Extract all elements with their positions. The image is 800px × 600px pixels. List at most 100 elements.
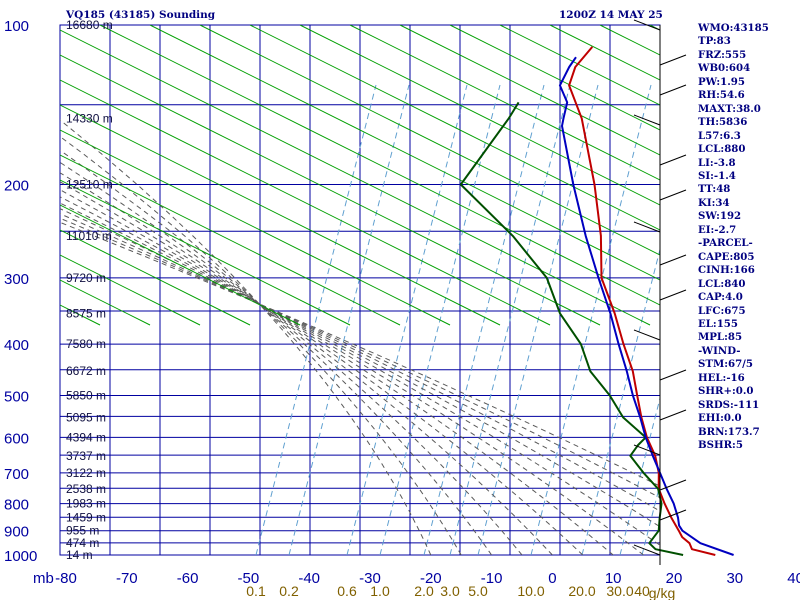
sounding-time: 1200Z 14 MAY 25 (559, 9, 663, 21)
wind-barb (659, 254, 687, 266)
dry-adiabat (60, 29, 651, 326)
height-label: 1459 m (66, 511, 106, 525)
height-label: 14330 m (66, 111, 113, 125)
index-item: EHI:0.0 (698, 412, 742, 425)
index-item: -PARCEL- (698, 237, 753, 250)
mixing-ratio-unit-label: g/kg (649, 585, 675, 600)
height-label: 1983 m (66, 497, 106, 511)
sounding-profiles (459, 46, 734, 556)
moist-adiabat (60, 149, 493, 555)
mixing-ratio-line (477, 84, 599, 555)
dry-adiabat (60, 229, 251, 326)
moist-adiabat (60, 221, 660, 487)
height-label: 12510 m (66, 178, 113, 192)
temperature-tick-label: -20 (420, 570, 442, 587)
dry-adiabat (349, 25, 660, 181)
mixing-ratio-tick-label: 1.0 (370, 583, 390, 599)
height-label: 3737 m (66, 449, 106, 463)
wind-barb (659, 154, 687, 166)
indices-panel: WMO:43185 TP:83 FRZ:555 WB0:604 PW:1.95 RH:54… (698, 22, 800, 453)
height-label: 14 m (66, 548, 93, 562)
height-label: 474 m (66, 536, 99, 550)
temperature-tick-label: 10 (605, 570, 622, 587)
height-label: 5850 m (66, 388, 106, 402)
wind-barb (659, 189, 687, 201)
mixing-ratio-line (449, 84, 571, 555)
wind-barb (659, 369, 687, 381)
pressure-tick-label: 1000 (4, 548, 37, 565)
wind-barb (659, 84, 687, 96)
index-item: HEL:-16 (698, 371, 745, 384)
dry-adiabat (149, 25, 660, 281)
temperature-tick-label: -70 (116, 570, 138, 587)
index-item: -WIND- (698, 344, 741, 357)
moist-adiabat (60, 119, 432, 555)
height-label: 4394 m (66, 430, 106, 444)
pressure-tick-label: 800 (4, 497, 29, 514)
height-label: 9720 m (66, 271, 106, 285)
mixing-ratio-line (288, 84, 410, 555)
dry-adiabat (60, 79, 551, 326)
mixing-ratio-tick-label: 20.0 (568, 583, 595, 599)
temperature-tick-label: 20 (666, 570, 683, 587)
index-item: EL:155 (698, 317, 738, 330)
pressure-tick-label: 100 (4, 18, 29, 35)
index-item: CAP:4.0 (698, 291, 743, 304)
moist-adiabat (60, 189, 614, 555)
wind-barb (659, 54, 687, 66)
dry-adiabat (499, 25, 660, 106)
dewpoint-profile (459, 101, 684, 556)
index-item: MPL:85 (698, 331, 743, 344)
index-item: SHR+:0.0 (698, 385, 754, 398)
wind-barb (633, 444, 661, 456)
moist-adiabats (60, 119, 660, 555)
height-label: 3122 m (66, 466, 106, 480)
height-label: 11010 m (66, 229, 112, 243)
chart-grid (59, 24, 661, 556)
height-label: 2538 m (66, 482, 106, 496)
mixing-ratio-tick-label: 10.0 (517, 583, 544, 599)
station-title: VQ185 (43185) Sounding (66, 9, 216, 21)
moist-adiabat (60, 161, 523, 555)
index-item: EI:-2.7 (698, 223, 737, 236)
temperature-tick-label: 40 (787, 570, 800, 587)
mixing-ratio-tick-label: 2.0 (414, 583, 434, 599)
height-label: 955 m (66, 524, 99, 538)
index-item: WMO:43185 (698, 22, 769, 34)
index-item: MAXT:38.0 (698, 102, 761, 115)
dry-adiabat (60, 129, 451, 326)
index-item: KI:34 (698, 196, 730, 209)
dry-adiabat (199, 25, 660, 256)
pressure-tick-label: 400 (4, 337, 29, 354)
temperature-tick-label: 0 (548, 570, 556, 587)
index-item: FRZ:555 (698, 48, 747, 61)
mixing-ratio-tick-label: 30.0 (606, 583, 633, 599)
dry-adiabat (60, 179, 351, 326)
dry-adiabat (449, 25, 660, 131)
index-item: SRDS:-111 (698, 398, 760, 411)
dry-adiabat (60, 104, 501, 326)
index-item: L57:6.3 (698, 129, 741, 142)
temperature-tick-label: -80 (55, 570, 77, 587)
parcel-profile (558, 56, 734, 556)
moist-adiabat (60, 196, 644, 555)
wind-barb (633, 114, 661, 126)
wind-barb (633, 19, 661, 31)
index-item: TT:48 (698, 183, 731, 196)
dry-adiabat (299, 25, 660, 206)
dry-adiabat (99, 25, 660, 306)
dry-adiabat (60, 254, 201, 326)
wind-barb (659, 479, 687, 491)
mixing-ratio-line (346, 84, 468, 555)
height-label: 5095 m (66, 410, 106, 424)
mixing-ratio-lines (255, 84, 660, 555)
pressure-tick-label: 500 (4, 388, 29, 405)
mixing-ratio-tick-label: 0.1 (246, 583, 266, 599)
index-item: STM:67/5 (698, 358, 753, 371)
mixing-ratio-tick-label: 0.6 (337, 583, 357, 599)
index-item: CINH:166 (698, 264, 755, 277)
height-label: 7580 m (66, 337, 106, 351)
temperature-tick-label: 30 (726, 570, 743, 587)
index-item: TP:83 (698, 35, 731, 48)
index-item: WB0:604 (698, 62, 751, 75)
